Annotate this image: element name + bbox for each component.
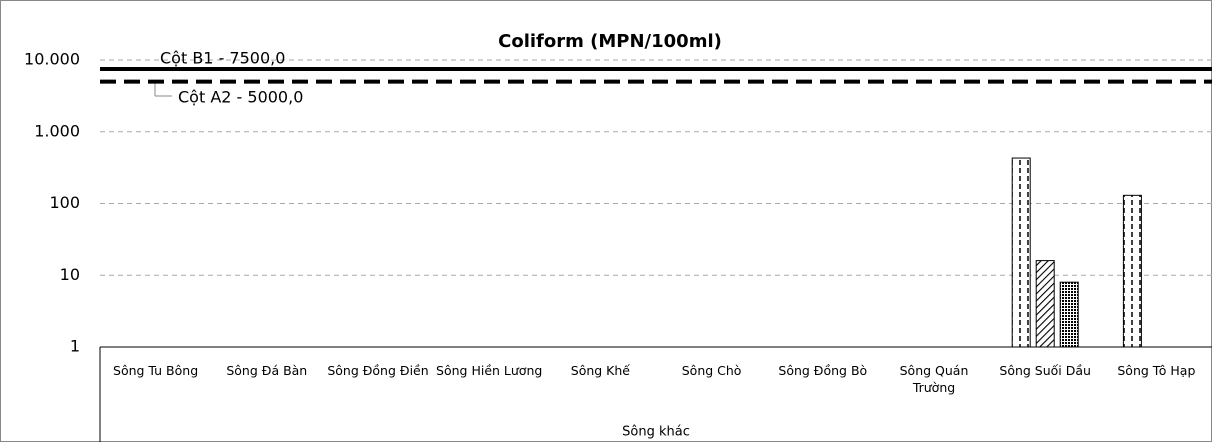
x-tick-label: Sông Chò xyxy=(681,363,742,378)
x-tick-label: Sông Đồng Bò xyxy=(778,363,868,378)
annotation: Cột B1 - 7500,0 xyxy=(160,49,285,68)
bar xyxy=(1035,260,1055,348)
y-tick-label: 10.000 xyxy=(24,50,80,69)
x-tick-label: Sông Suối Dầu xyxy=(999,363,1091,378)
bar xyxy=(1122,194,1142,348)
x-tick-label: Sông Đồng Điền xyxy=(327,363,429,378)
x-tick-label: Sông Quán Trường xyxy=(899,363,969,395)
x-tick-label: Sông Khế xyxy=(570,363,630,378)
bar xyxy=(1059,281,1079,348)
x-tick-label: Sông Hiền Lương xyxy=(436,363,543,378)
x-tick-label: Sông Tô Hạp xyxy=(1117,363,1196,378)
chart-title: Coliform (MPN/100ml) xyxy=(498,31,722,52)
x-tick-label: Sông Đá Bàn xyxy=(226,363,308,378)
y-tick-label: 10 xyxy=(60,265,80,284)
group-label: Sông khác xyxy=(622,425,690,440)
y-tick-label: 1 xyxy=(70,337,80,356)
y-tick-label: 1.000 xyxy=(34,121,80,140)
annotation: Cột A2 - 5000,0 xyxy=(178,88,303,107)
y-tick-label: 100 xyxy=(49,193,80,212)
x-tick-label: Sông Tu Bông xyxy=(113,363,199,378)
bar xyxy=(1011,157,1031,348)
